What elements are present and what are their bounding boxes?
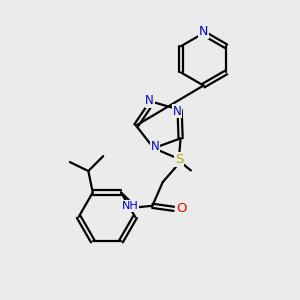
Text: S: S — [175, 153, 183, 166]
Text: N: N — [145, 94, 154, 107]
Text: N: N — [199, 25, 208, 38]
Text: O: O — [176, 202, 187, 215]
Text: NH: NH — [122, 201, 139, 211]
Text: N: N — [173, 105, 182, 118]
Text: N: N — [151, 140, 160, 153]
